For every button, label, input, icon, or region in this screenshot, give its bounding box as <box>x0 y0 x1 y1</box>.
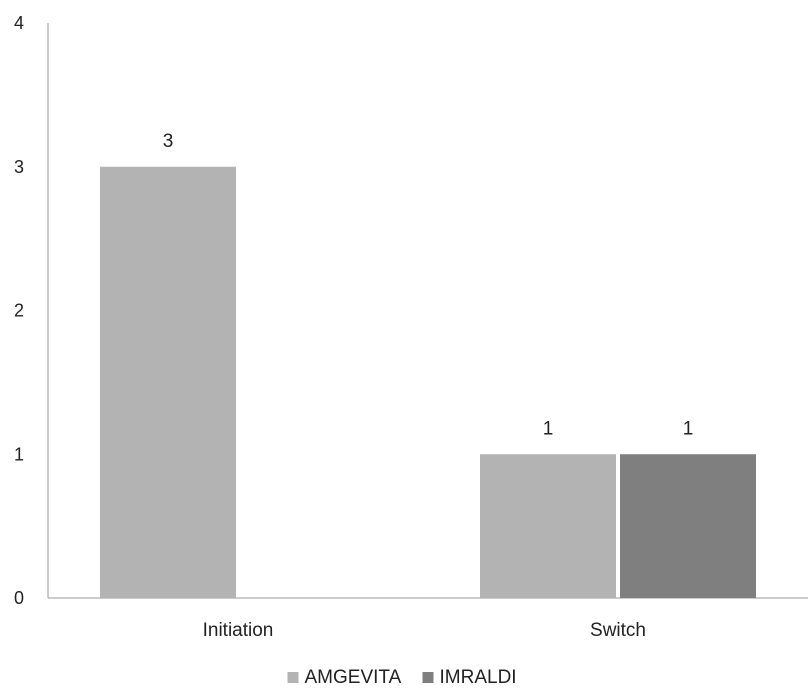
legend-label: IMRALDI <box>440 667 517 688</box>
legend-swatch <box>422 672 434 683</box>
bar-imraldi-switch <box>620 454 756 598</box>
y-tick-label: 0 <box>14 588 24 608</box>
y-tick-label: 4 <box>14 13 24 33</box>
data-label: 1 <box>543 418 554 439</box>
legend-label: AMGEVITA <box>305 667 402 688</box>
legend-swatch <box>287 672 299 683</box>
y-tick-label: 1 <box>14 444 24 464</box>
legend-item-amgevita: AMGEVITA <box>287 667 402 688</box>
bar-amgevita-initiation <box>100 166 236 598</box>
x-category-label-switch: Switch <box>590 620 646 641</box>
y-axis: 0 1 2 3 4 <box>14 13 49 608</box>
y-tick-label: 3 <box>14 157 24 177</box>
data-label: 3 <box>163 131 174 152</box>
data-labels: 3 1 1 <box>163 131 694 440</box>
legend: AMGEVITA IMRALDI <box>287 667 517 688</box>
data-label: 1 <box>683 418 694 439</box>
bar-amgevita-switch <box>480 454 616 598</box>
legend-item-imraldi: IMRALDI <box>422 667 517 688</box>
y-tick-label: 2 <box>14 301 24 321</box>
x-axis: Initiation Switch <box>48 597 808 641</box>
x-category-label-initiation: Initiation <box>203 620 274 641</box>
bars <box>100 166 756 598</box>
